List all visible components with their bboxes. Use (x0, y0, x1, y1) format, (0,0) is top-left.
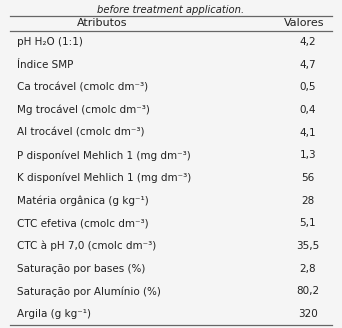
Text: 2,8: 2,8 (300, 264, 316, 274)
Text: 0,4: 0,4 (300, 105, 316, 115)
Text: before treatment application.: before treatment application. (97, 5, 245, 15)
Text: pH H₂O (1:1): pH H₂O (1:1) (17, 37, 83, 47)
Text: Mg trocável (cmolᴄ dm⁻³): Mg trocável (cmolᴄ dm⁻³) (17, 105, 150, 115)
Text: P disponível Mehlich 1 (mg dm⁻³): P disponível Mehlich 1 (mg dm⁻³) (17, 150, 191, 161)
Text: 28: 28 (301, 196, 314, 206)
Text: 80,2: 80,2 (296, 286, 319, 297)
Text: 56: 56 (301, 173, 314, 183)
Text: 5,1: 5,1 (300, 218, 316, 228)
Text: 320: 320 (298, 309, 318, 319)
Text: Saturação por bases (%): Saturação por bases (%) (17, 264, 145, 274)
Text: Argila (g kg⁻¹): Argila (g kg⁻¹) (17, 309, 91, 319)
Text: CTC efetiva (cmolᴄ dm⁻³): CTC efetiva (cmolᴄ dm⁻³) (17, 218, 149, 228)
Text: Saturação por Alumínio (%): Saturação por Alumínio (%) (17, 286, 161, 297)
Text: Índice SMP: Índice SMP (17, 60, 74, 70)
Text: 35,5: 35,5 (296, 241, 319, 251)
Text: 4,2: 4,2 (300, 37, 316, 47)
Text: CTC à pH 7,0 (cmolᴄ dm⁻³): CTC à pH 7,0 (cmolᴄ dm⁻³) (17, 241, 156, 251)
Text: Matéria orgânica (g kg⁻¹): Matéria orgânica (g kg⁻¹) (17, 195, 149, 206)
Text: Atributos: Atributos (77, 18, 128, 28)
Text: Ca trocável (cmolᴄ dm⁻³): Ca trocável (cmolᴄ dm⁻³) (17, 82, 148, 92)
Text: 1,3: 1,3 (300, 151, 316, 160)
Text: K disponível Mehlich 1 (mg dm⁻³): K disponível Mehlich 1 (mg dm⁻³) (17, 173, 192, 183)
Text: 0,5: 0,5 (300, 82, 316, 92)
Text: 4,1: 4,1 (300, 128, 316, 138)
Text: 4,7: 4,7 (300, 60, 316, 70)
Text: Al trocável (cmolᴄ dm⁻³): Al trocável (cmolᴄ dm⁻³) (17, 128, 145, 138)
Text: Valores: Valores (284, 18, 325, 28)
